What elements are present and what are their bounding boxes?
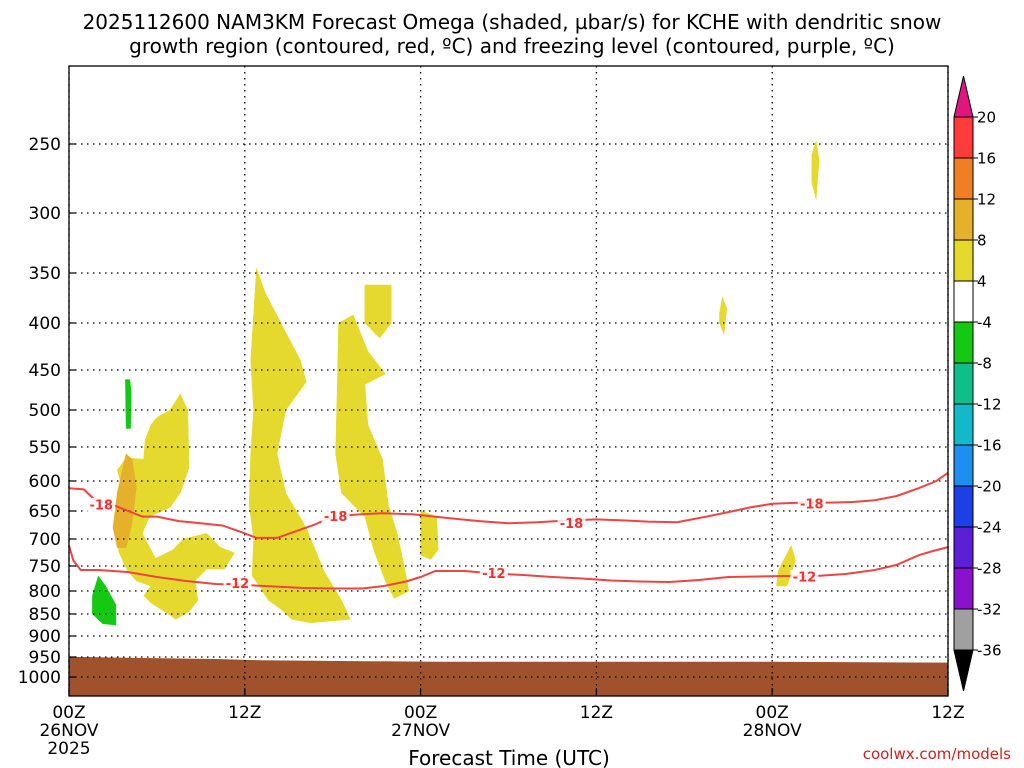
colorbar-swatch (953, 567, 974, 610)
y-tick-label: 350 (29, 264, 61, 284)
x-tick-label: 2025 (47, 739, 90, 759)
contour-minus18-label-bg (797, 496, 826, 511)
contour-minus18-label-bg (87, 498, 116, 512)
colorbar-swatch (953, 362, 974, 405)
contour-minus12-label-bg (223, 576, 252, 591)
colorbar-swatch (953, 157, 974, 200)
omega-shaded-regions (92, 140, 820, 626)
y-tick-label: 600 (29, 472, 61, 492)
colorbar-label: -28 (977, 560, 1002, 578)
omega-upper-spike (811, 140, 820, 200)
y-tick-label: 950 (29, 648, 61, 668)
y-tick-label: 700 (29, 530, 61, 550)
terrain-mask (69, 657, 948, 696)
y-tick-label: 900 (29, 627, 61, 647)
colorbar-label: 20 (977, 109, 996, 127)
colorbar-swatch (953, 198, 974, 241)
omega-green-low (92, 575, 117, 626)
y-tick-label: 450 (29, 361, 61, 381)
credit-text: coolwx.com/models (863, 745, 1011, 763)
chart-title-line-2: growth region (contoured, red, ºC) and f… (129, 34, 895, 58)
y-tick-label: 1000 (18, 668, 61, 688)
colorbar-label: 8 (977, 232, 987, 250)
contour-minus18-label-bg (557, 516, 586, 531)
y-tick-label: 650 (29, 502, 61, 522)
contour-minus18-label: -18 (324, 510, 348, 525)
y-tick-label: 850 (29, 605, 61, 625)
plot-frame (68, 65, 949, 697)
colorbar-label: 16 (977, 150, 996, 168)
x-tick-label: 12Z (228, 703, 261, 723)
colorbar-label: -4 (977, 314, 992, 332)
omega-upper-east (364, 284, 392, 339)
omega-plume-east (335, 314, 410, 599)
contour-minus18-label: -18 (89, 499, 113, 514)
y-tick-label: 300 (29, 204, 61, 224)
chart-title-line-1: 2025112600 NAM3KM Forecast Omega (shaded… (83, 10, 942, 34)
colorbar-swatch (953, 526, 974, 569)
colorbar-swatch (953, 239, 974, 282)
colorbar-bottom-arrow (953, 649, 974, 692)
colorbar-label: -12 (977, 396, 1002, 414)
y-tick-label: 250 (29, 135, 61, 155)
x-tick-label: 00Z (52, 703, 85, 723)
contour-minus18-label: -18 (560, 517, 584, 532)
x-tick-label: 12Z (931, 703, 964, 723)
x-axis-label: Forecast Time (UTC) (408, 746, 610, 768)
colorbar-label: 4 (977, 273, 987, 291)
pressure-axis: 2503003504004505005506006507007508008509… (18, 135, 76, 688)
colorbar-swatch (953, 116, 974, 159)
colorbar-label: -24 (977, 519, 1002, 537)
colorbar-label: -8 (977, 355, 992, 373)
contour-minus12-label: -12 (793, 571, 817, 586)
x-tick-label: 26NOV (39, 721, 98, 741)
contour-minus12-label-bg (479, 566, 508, 581)
colorbar-swatch (953, 403, 974, 446)
colorbar-swatch (953, 485, 974, 528)
colorbar-swatch (953, 608, 974, 651)
colorbar-swatch (953, 280, 974, 323)
x-tick-label: 00Z (404, 703, 437, 723)
omega-green-thin (125, 379, 132, 429)
colorbar-label: -16 (977, 437, 1002, 455)
colorbar: 20 16 12 8 4 -4 -8 -12 -16 -20 -24 -28 -32 -36 (953, 75, 1002, 692)
omega-west-cell (114, 393, 235, 620)
omega-west-core (112, 453, 137, 548)
contour-minus18-label: -18 (800, 497, 824, 512)
y-tick-label: 400 (29, 314, 61, 334)
x-tick-label: 12Z (580, 703, 613, 723)
colorbar-swatch (953, 321, 974, 364)
y-tick-label: 500 (29, 401, 61, 421)
y-tick-label: 800 (29, 582, 61, 602)
grid-lines (68, 66, 949, 696)
colorbar-label: -32 (977, 601, 1002, 619)
contour-minus12-label-bg (790, 570, 819, 584)
contour-minus12-label: -12 (226, 577, 250, 592)
x-tick-label: 00Z (756, 703, 789, 723)
contour-minus12 (68, 545, 949, 590)
colorbar-label: -20 (977, 478, 1002, 496)
dendritic-contours: -18 -18 -18 -18 -12 -12 -12 (68, 471, 949, 592)
colorbar-label: -36 (977, 642, 1002, 660)
contour-minus12-label: -12 (482, 567, 506, 582)
y-tick-label: 750 (29, 557, 61, 577)
omega-upper-small (719, 296, 728, 335)
colorbar-swatch (953, 444, 974, 487)
contour-minus18-label-bg (321, 509, 350, 524)
colorbar-top-arrow (953, 75, 974, 118)
x-tick-label: 27NOV (391, 721, 450, 741)
x-tick-label: 28NOV (743, 721, 802, 741)
omega-small-27nov (420, 510, 439, 560)
y-tick-label: 550 (29, 438, 61, 458)
colorbar-label: 12 (977, 191, 996, 209)
omega-plume-mid (248, 268, 351, 624)
